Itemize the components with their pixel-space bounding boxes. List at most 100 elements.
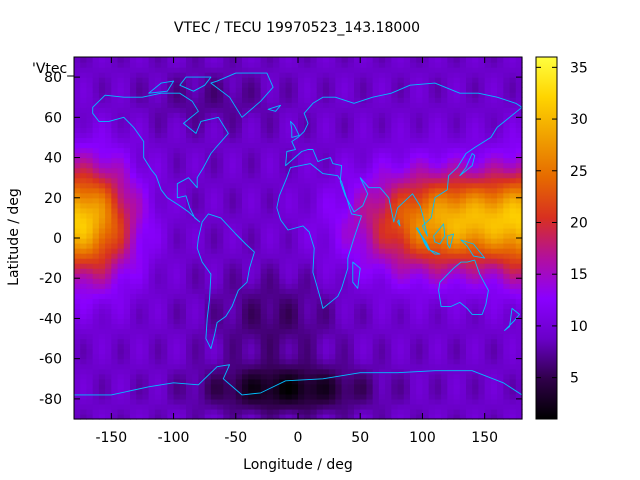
heatmap-cell	[92, 92, 100, 98]
heatmap-cell	[80, 323, 88, 330]
heatmap-cell	[416, 253, 424, 259]
heatmap-cell	[130, 232, 137, 239]
heatmap-cell	[466, 323, 473, 330]
heatmap-cell	[490, 212, 498, 219]
heatmap-cell	[459, 413, 467, 420]
heatmap-cell	[397, 398, 405, 405]
heatmap-cell	[335, 77, 343, 83]
heatmap-cell	[360, 248, 368, 254]
heatmap-cell	[478, 258, 486, 264]
heatmap-cell	[366, 112, 374, 118]
heatmap-cell	[173, 227, 181, 234]
heatmap-cell	[279, 273, 287, 279]
heatmap-cell	[403, 217, 411, 224]
heatmap-cell	[242, 117, 249, 123]
heatmap-cell	[453, 353, 461, 360]
heatmap-cell	[360, 102, 368, 108]
heatmap-cell	[410, 137, 417, 144]
heatmap-cell	[347, 187, 355, 194]
heatmap-cell	[459, 403, 467, 410]
heatmap-cell	[497, 383, 504, 390]
heatmap-cell	[273, 142, 280, 149]
heatmap-cell	[497, 217, 504, 224]
heatmap-cell	[441, 57, 448, 63]
heatmap-cell	[80, 102, 88, 108]
heatmap-cell	[279, 238, 287, 244]
heatmap-cell	[304, 338, 312, 345]
heatmap-cell	[242, 273, 249, 279]
heatmap-cell	[472, 413, 480, 420]
heatmap-cell	[86, 398, 94, 405]
heatmap-cell	[86, 232, 94, 239]
heatmap-cell	[74, 197, 81, 204]
heatmap-cell	[167, 222, 175, 229]
heatmap-cell	[410, 117, 417, 123]
heatmap-cell	[173, 217, 181, 224]
heatmap-cell	[341, 293, 349, 299]
heatmap-cell	[210, 102, 218, 108]
heatmap-cell	[310, 308, 318, 315]
heatmap-cell	[447, 283, 455, 289]
heatmap-cell	[210, 308, 218, 315]
heatmap-cell	[179, 343, 187, 350]
heatmap-cell	[136, 283, 144, 289]
heatmap-cell	[441, 137, 448, 144]
heatmap-cell	[410, 263, 417, 269]
heatmap-cell	[204, 383, 212, 390]
heatmap-cell	[372, 152, 380, 159]
heatmap-cell	[86, 132, 94, 139]
heatmap-cell	[86, 112, 94, 118]
heatmap-cell	[136, 127, 144, 134]
heatmap-cell	[98, 258, 106, 264]
heatmap-cell	[298, 182, 305, 189]
heatmap-cell	[497, 87, 504, 93]
heatmap-cell	[360, 408, 368, 415]
heatmap-cell	[117, 122, 125, 128]
heatmap-cell	[86, 57, 94, 63]
heatmap-cell	[80, 268, 88, 274]
heatmap-cell	[490, 117, 498, 123]
heatmap-cell	[472, 127, 480, 134]
heatmap-cell	[192, 343, 200, 350]
heatmap-cell	[397, 217, 405, 224]
heatmap-cell	[341, 403, 349, 410]
heatmap-cell	[347, 258, 355, 264]
heatmap-cell	[279, 62, 287, 68]
heatmap-cell	[354, 202, 361, 209]
heatmap-cell	[447, 273, 455, 279]
heatmap-cell	[447, 122, 455, 128]
heatmap-cell	[366, 122, 374, 128]
heatmap-cell	[142, 72, 150, 78]
heatmap-cell	[148, 378, 156, 385]
heatmap-cell	[310, 142, 318, 149]
heatmap-cell	[117, 283, 125, 289]
heatmap-cell	[154, 398, 162, 405]
heatmap-cell	[142, 328, 150, 335]
heatmap-cell	[285, 258, 293, 264]
heatmap-cell	[316, 273, 324, 279]
heatmap-cell	[229, 182, 237, 189]
heatmap-cell	[372, 363, 380, 370]
heatmap-cell	[310, 207, 318, 214]
heatmap-cell	[111, 67, 119, 73]
heatmap-cell	[434, 167, 442, 174]
heatmap-cell	[378, 268, 386, 274]
heatmap-cell	[372, 127, 380, 134]
heatmap-cell	[490, 393, 498, 400]
heatmap-cell	[92, 288, 100, 294]
heatmap-cell	[397, 62, 405, 68]
heatmap-cell	[235, 333, 243, 340]
heatmap-cell	[204, 408, 212, 415]
heatmap-cell	[447, 212, 455, 219]
heatmap-cell	[391, 243, 399, 249]
heatmap-cell	[366, 323, 374, 330]
heatmap-cell	[466, 232, 473, 239]
heatmap-cell	[497, 67, 504, 73]
heatmap-cell	[341, 227, 349, 234]
heatmap-cell	[86, 288, 94, 294]
heatmap-cell	[254, 413, 262, 420]
heatmap-cell	[378, 82, 386, 88]
heatmap-cell	[459, 122, 467, 128]
heatmap-cell	[266, 177, 274, 184]
heatmap-cell	[366, 192, 374, 199]
